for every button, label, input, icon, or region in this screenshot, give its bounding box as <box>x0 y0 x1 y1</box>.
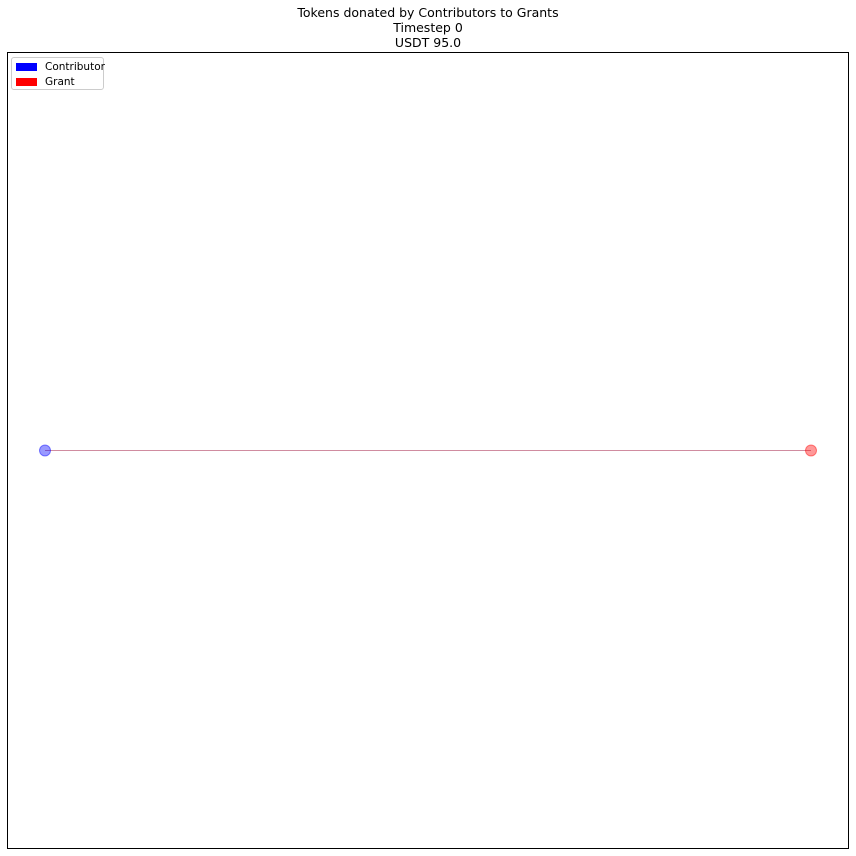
legend-label-contributor: Contributor <box>45 61 105 73</box>
title-line-2: Timestep 0 <box>393 20 463 35</box>
legend-item-grant: Grant <box>16 75 75 89</box>
grant-swatch <box>16 78 37 86</box>
title-line-3: USDT 95.0 <box>394 35 462 50</box>
legend-label-grant: Grant <box>45 76 75 88</box>
legend-item-contributor: Contributor <box>16 60 105 74</box>
grant-node <box>805 444 817 457</box>
contributor-swatch <box>16 63 37 71</box>
title-line-1: Tokens donated by Contributors to Grants <box>297 5 559 20</box>
contributor-node <box>39 444 51 457</box>
legend: Contributor Grant <box>11 57 105 90</box>
chart-title: Tokens donated by Contributors to Grants… <box>0 5 856 50</box>
